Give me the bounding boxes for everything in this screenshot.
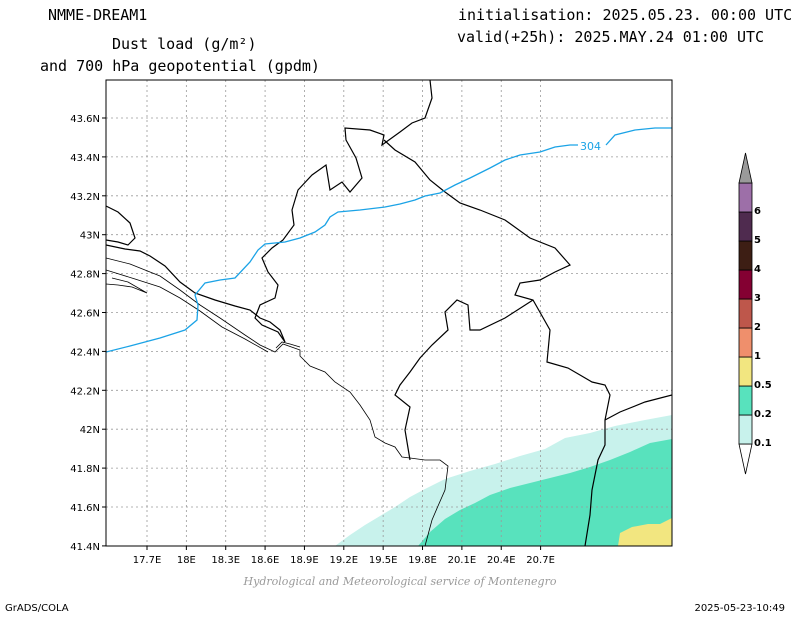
legend-label: 0.5	[754, 380, 772, 391]
dust-area-0-2	[418, 439, 672, 546]
border-me-al	[394, 299, 534, 461]
lat-tick-label: 43.6N	[70, 114, 100, 125]
contour-304-line	[106, 127, 672, 353]
legend-label: 5	[754, 235, 761, 246]
legend-label: 1	[754, 351, 761, 362]
coastline-inlet	[106, 269, 269, 353]
peninsula	[275, 341, 301, 349]
geopotential-contour	[106, 127, 672, 353]
lat-tick-label: 42.4N	[70, 347, 100, 358]
legend-swatch	[738, 327, 753, 358]
lon-tick-label: 19.8E	[408, 555, 437, 566]
title-line-1: Dust load (g/m²)	[112, 35, 257, 53]
timestamp-label: 2025-05-23-10:49	[694, 603, 785, 614]
legend-swatch	[738, 356, 753, 387]
border-bih-hr	[106, 205, 286, 343]
lat-tick-label: 41.6N	[70, 503, 100, 514]
lat-tick-label: 43.2N	[70, 192, 100, 203]
dust-area-0-5	[618, 518, 672, 546]
legend-label: 4	[754, 264, 761, 275]
lat-tick-label: 41.4N	[70, 542, 100, 553]
legend-swatch	[738, 385, 753, 416]
lat-tick-label: 41.8N	[70, 464, 100, 475]
legend-lower-arrow	[738, 443, 753, 475]
coastlines-and-borders	[106, 80, 672, 546]
lon-tick-label: 19.5E	[369, 555, 398, 566]
legend-swatch	[738, 414, 753, 445]
lon-tick-label: 20.1E	[448, 555, 477, 566]
border-me-rs	[383, 139, 611, 546]
lon-tick-label: 18E	[177, 555, 196, 566]
lat-tick-label: 42.2N	[70, 386, 100, 397]
lon-tick-label: 17.7E	[133, 555, 162, 566]
legend-upper-arrow	[738, 152, 753, 184]
lon-tick-label: 18.9E	[290, 555, 319, 566]
software-label: GrADS/COLA	[5, 603, 69, 614]
legend-swatch	[738, 298, 753, 329]
lon-tick-label: 20.4E	[487, 555, 516, 566]
border-bih-me	[254, 80, 433, 343]
legend-label: 3	[754, 293, 761, 304]
lon-tick-label: 20.7E	[526, 555, 555, 566]
legend-label: 2	[754, 322, 761, 333]
contour-label: 304	[580, 140, 601, 153]
border-al-mk	[604, 394, 672, 421]
title-line-2: and 700 hPa geopotential (gpdm)	[40, 57, 320, 75]
dust-field	[335, 415, 672, 546]
lat-tick-label: 43.4N	[70, 153, 100, 164]
lat-tick-label: 42N	[80, 425, 100, 436]
legend-label: 0.2	[754, 409, 772, 420]
legend-swatch	[738, 240, 753, 271]
legend-swatch	[738, 211, 753, 242]
legend-swatch	[738, 182, 753, 213]
longitude-tick-labels: 17.7E 18E 18.3E 18.6E 18.9E 19.2E 19.5E 19.8E 20…	[133, 546, 555, 566]
legend-swatch	[738, 269, 753, 300]
lat-tick-label: 42.6N	[70, 309, 100, 320]
lat-tick-label: 43N	[80, 231, 100, 242]
lon-tick-label: 19.2E	[330, 555, 359, 566]
latitude-tick-labels: 43.6N 43.4N 43.2N 43N 42.8N 42.6N 42.4N 42.2N 42…	[70, 114, 106, 553]
initialisation-time: initialisation: 2025.05.23. 00:00 UTC	[458, 6, 793, 24]
lat-tick-label: 42.8N	[70, 270, 100, 281]
credit-line: Hydrological and Meteorological service …	[243, 575, 557, 588]
graticule	[106, 80, 672, 546]
coastline	[106, 257, 449, 546]
lon-tick-label: 18.6E	[251, 555, 280, 566]
valid-time: valid(+25h): 2025.MAY.24 01:00 UTC	[457, 28, 765, 46]
legend-label: 0.1	[754, 438, 772, 449]
color-legend: 0.1 0.2 0.5 1 2 3 4 5 6	[738, 152, 772, 475]
model-name: NMME-DREAM1	[48, 6, 148, 24]
legend-label: 6	[754, 206, 761, 217]
lon-tick-label: 18.3E	[211, 555, 240, 566]
